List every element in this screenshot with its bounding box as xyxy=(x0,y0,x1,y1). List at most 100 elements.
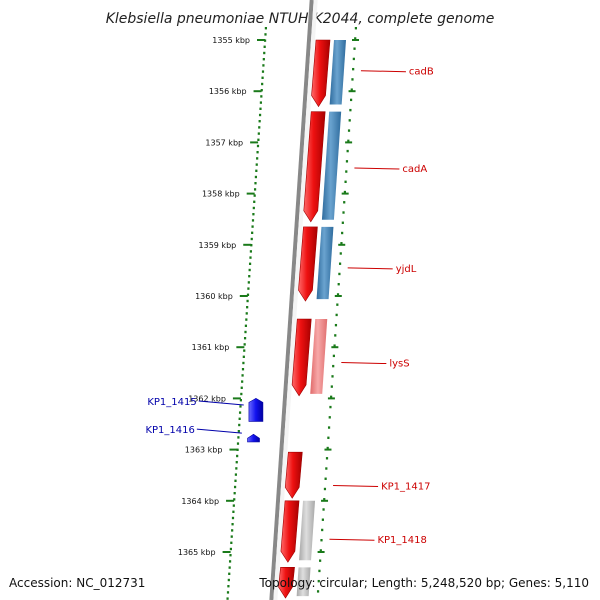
tick-dot xyxy=(248,262,252,265)
cds-block-partial-gene[interactable] xyxy=(296,567,311,597)
tick-dot xyxy=(240,386,243,389)
tick-dot xyxy=(253,194,256,197)
tick-dot xyxy=(330,385,333,388)
tick-dot xyxy=(317,579,320,583)
tick-dot xyxy=(347,129,351,132)
tick-dot xyxy=(344,180,347,183)
tick-dot xyxy=(249,256,252,259)
tick-dot xyxy=(258,126,261,129)
gene-label-kp1-1415[interactable]: KP1_1415 xyxy=(147,397,196,408)
tick-dot xyxy=(260,89,263,92)
tick-label: 1355 kbp xyxy=(212,36,250,45)
tick-dot xyxy=(233,498,236,501)
tick-dot xyxy=(244,330,247,334)
cds-block-kp1-1418[interactable] xyxy=(299,500,316,561)
gene-arrow-kp1-1418[interactable] xyxy=(280,500,300,563)
cds-block-cada[interactable] xyxy=(321,111,342,220)
tick-dot xyxy=(263,45,266,48)
tick-dot xyxy=(354,27,358,30)
gene-arrow-partial-gene[interactable] xyxy=(278,567,295,599)
tick-dot xyxy=(326,446,329,450)
tick-dot xyxy=(231,529,234,532)
gene-label-cadb[interactable]: cadB xyxy=(409,67,434,78)
gene-label-kp1-1417[interactable]: KP1_1417 xyxy=(381,481,430,492)
tick-dot xyxy=(251,231,254,234)
tick-dot xyxy=(327,436,330,439)
tick-dot xyxy=(261,70,265,73)
gene-arrow-lyss[interactable] xyxy=(291,318,312,397)
cds-block-yjdl[interactable] xyxy=(316,226,334,300)
gene-label-kp1-1416[interactable]: KP1_1416 xyxy=(145,425,194,436)
gene-arrow-kp1-1416[interactable] xyxy=(247,433,260,443)
tick-dot xyxy=(323,487,327,491)
tick-dot xyxy=(327,426,331,429)
tick-dot xyxy=(354,37,357,40)
tick-dot xyxy=(351,78,354,81)
genome-backbone xyxy=(269,0,318,600)
gene-arrow-cadb[interactable] xyxy=(311,39,331,108)
tick-dot xyxy=(228,560,232,563)
tick-dot xyxy=(345,160,349,163)
tick-dot xyxy=(252,206,255,210)
cds-block-lyss[interactable] xyxy=(310,319,328,394)
tick-dot xyxy=(246,306,249,309)
tick-dot xyxy=(245,318,248,321)
tick-dot xyxy=(244,324,248,327)
gene-arrow-cada[interactable] xyxy=(303,111,326,223)
tick-dot xyxy=(258,120,261,123)
gene-label-kp1-1418[interactable]: KP1_1418 xyxy=(377,535,426,546)
cds-block-cadb[interactable] xyxy=(329,40,346,105)
tick-dot xyxy=(332,364,335,368)
tick-dot xyxy=(259,101,263,104)
tick-dot xyxy=(328,416,331,419)
tick-dot xyxy=(243,337,247,340)
tick-dot xyxy=(256,151,259,154)
tick-dot xyxy=(259,107,262,110)
gene-label-yjdl[interactable]: yjdL xyxy=(396,264,417,275)
tick-label: 1363 kbp xyxy=(185,446,223,455)
tick-dot xyxy=(331,375,334,378)
tick-dot xyxy=(319,549,322,552)
tick-dot xyxy=(330,395,333,399)
tick-dot xyxy=(247,287,250,290)
tick-dot xyxy=(256,144,260,148)
tick-dot xyxy=(332,354,335,358)
tick-dot xyxy=(349,98,353,102)
tick-dot xyxy=(232,504,235,507)
tick-dot xyxy=(321,518,324,521)
tick-dot xyxy=(343,190,346,194)
gene-arrow-kp1-1415[interactable] xyxy=(248,398,264,422)
gene-label-lyss[interactable]: lysS xyxy=(389,359,409,370)
label-leader-line xyxy=(198,400,244,406)
tick-dot xyxy=(238,423,241,427)
tick-dot xyxy=(334,334,337,337)
gene-arrow-kp1-1417[interactable] xyxy=(284,451,303,499)
tick-dot xyxy=(349,108,352,112)
gene-label-cada[interactable]: cadA xyxy=(402,164,427,175)
tick-dot xyxy=(255,169,258,172)
tick-dot xyxy=(335,313,338,317)
tick-dot xyxy=(246,299,249,303)
tick-dot xyxy=(322,508,325,511)
tick-dot xyxy=(234,479,237,482)
gene-arrow-yjdl[interactable] xyxy=(298,226,318,302)
tick-dot xyxy=(341,221,344,224)
tick-dot xyxy=(253,200,256,203)
tick-dot xyxy=(243,343,246,346)
tick-dot xyxy=(241,380,244,383)
tick-dot xyxy=(318,569,321,573)
tick-dot xyxy=(236,454,239,458)
tick-dot xyxy=(247,281,250,284)
tick-dot xyxy=(250,244,253,247)
tick-dot xyxy=(242,355,245,358)
tick-dot xyxy=(257,138,260,141)
tick-dot xyxy=(231,523,234,526)
tick-dot xyxy=(230,535,233,538)
tick-dot xyxy=(241,368,245,371)
tick-dot xyxy=(257,132,260,135)
tick-dot xyxy=(235,461,238,464)
backbone-line xyxy=(269,0,314,600)
tick-dot xyxy=(338,262,342,265)
tick-dot xyxy=(237,436,240,439)
